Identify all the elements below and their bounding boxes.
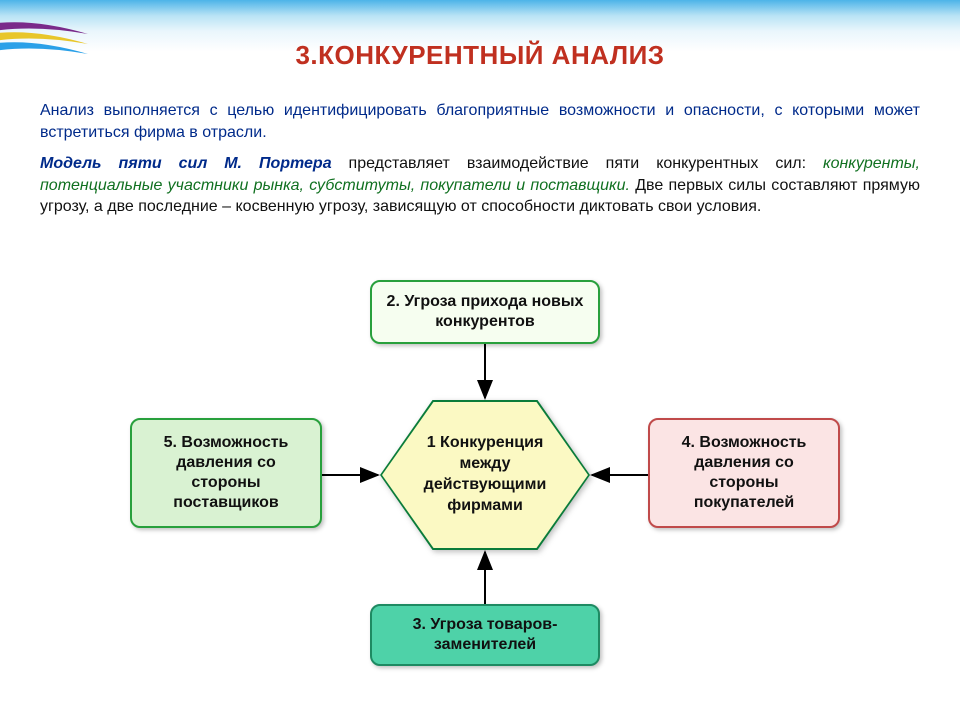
right-label: 4. Возможность давления со стороны покуп… (660, 433, 828, 513)
page-title: 3.КОНКУРЕНТНЫЙ АНАЛИЗ (0, 40, 960, 71)
left-label: 5. Возможность давления со стороны поста… (142, 433, 310, 513)
node-buyers: 4. Возможность давления со стороны покуп… (648, 418, 840, 528)
bottom-label: 3. Угроза товаров-заменителей (382, 615, 588, 655)
intro-paragraph-2: Модель пяти сил М. Портера представляет … (40, 153, 920, 218)
node-suppliers: 5. Возможность давления со стороны поста… (130, 418, 322, 528)
intro-block: Анализ выполняется с целью идентифициров… (40, 100, 920, 218)
top-label: 2. Угроза прихода новых конкурентов (382, 292, 588, 332)
node-substitutes: 3. Угроза товаров-заменителей (370, 604, 600, 666)
node-new-entrants: 2. Угроза прихода новых конкурентов (370, 280, 600, 344)
model-name: Модель пяти сил М. Портера (40, 155, 332, 172)
node-center-competition: 1 Конкуренция между действующими фирмами (380, 400, 590, 550)
porter-diagram: 1 Конкуренция между действующими фирмами… (0, 280, 960, 700)
title-text: 3.КОНКУРЕНТНЫЙ АНАЛИЗ (295, 40, 664, 70)
intro-paragraph-1: Анализ выполняется с целью идентифициров… (40, 100, 920, 143)
p2-before: представляет взаимодействие пяти конкуре… (332, 155, 823, 172)
center-label: 1 Конкуренция между действующими фирмами (380, 433, 590, 516)
